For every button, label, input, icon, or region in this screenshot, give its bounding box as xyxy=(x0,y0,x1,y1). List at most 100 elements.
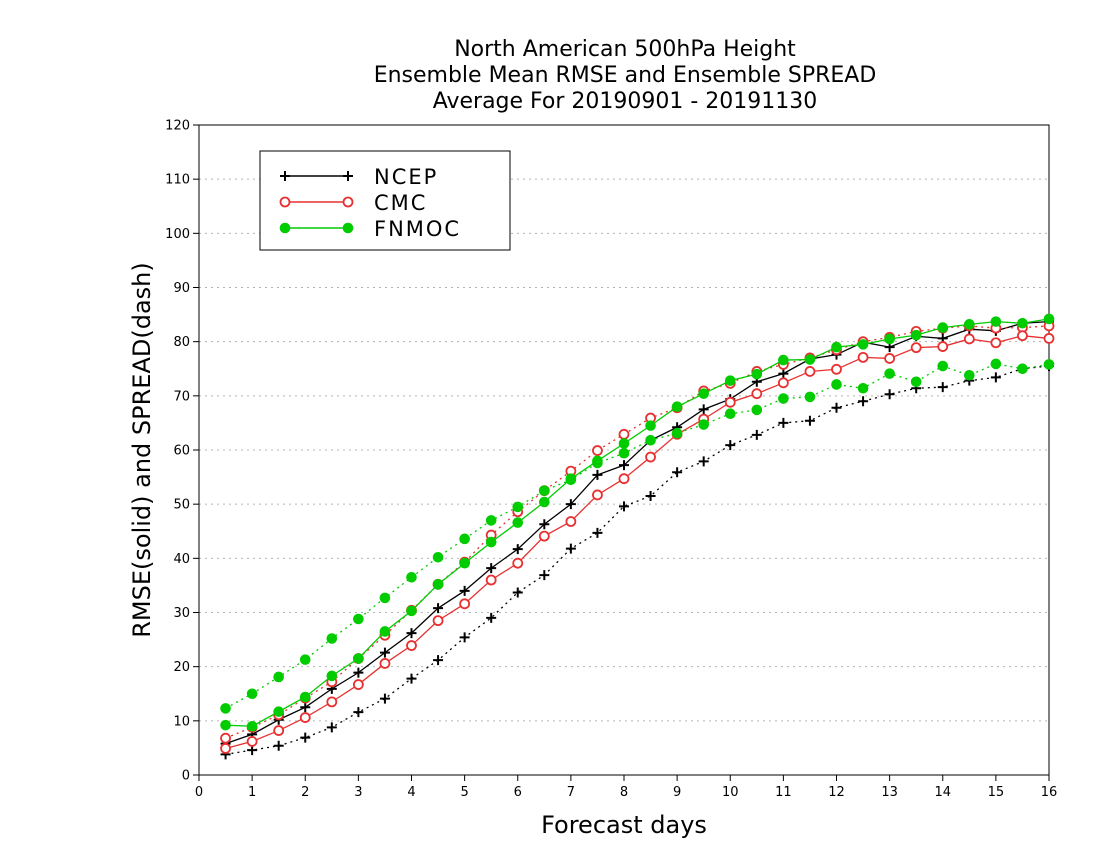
rmse-point xyxy=(432,615,444,627)
spread-point xyxy=(459,632,470,643)
rmse-point xyxy=(459,598,471,610)
rmse-point xyxy=(777,377,789,389)
rmse-point xyxy=(300,702,311,713)
rmse-point xyxy=(326,696,338,708)
y-tick-label: 0 xyxy=(182,769,190,784)
legend-label-ncep: NCEP xyxy=(374,165,438,189)
x-tick-label: 8 xyxy=(620,785,628,800)
rmse-point xyxy=(964,319,975,330)
spread-point xyxy=(671,427,683,439)
rmse-point xyxy=(486,563,497,574)
spread-point xyxy=(884,368,895,379)
rmse-point xyxy=(990,337,1002,349)
rmse-point xyxy=(565,516,577,527)
spread-point xyxy=(937,360,949,372)
rmse-point xyxy=(618,438,630,449)
spread-point xyxy=(565,543,576,554)
y-tick-label: 30 xyxy=(173,606,190,621)
spread-point xyxy=(220,732,231,744)
rmse-point xyxy=(645,420,656,431)
rmse-point xyxy=(671,401,683,412)
spread-point xyxy=(724,408,736,420)
spread-line-ncep xyxy=(225,365,1050,756)
rmse-point xyxy=(220,719,231,731)
x-tick-label: 13 xyxy=(881,785,898,800)
rmse-point xyxy=(459,557,470,569)
rmse-point xyxy=(724,375,736,386)
rmse-point xyxy=(406,605,417,617)
spread-point xyxy=(273,671,284,683)
y-axis-label: RMSE(solid) and SPREAD(dash) xyxy=(128,262,156,638)
rmse-point xyxy=(246,720,258,732)
y-tick-label: 40 xyxy=(173,552,190,567)
rmse-point xyxy=(751,368,763,380)
spread-point xyxy=(778,417,789,428)
rmse-point xyxy=(1017,317,1028,329)
x-tick-label: 3 xyxy=(354,785,362,800)
spread-point xyxy=(751,429,762,440)
x-tick-label: 5 xyxy=(460,785,468,800)
y-tick-label: 50 xyxy=(173,498,190,513)
spread-point xyxy=(353,613,364,625)
rmse-point xyxy=(910,342,922,354)
series-group xyxy=(220,313,1055,760)
rmse-point xyxy=(379,647,390,658)
spread-point xyxy=(778,393,789,404)
rmse-point xyxy=(220,743,231,754)
rmse-point xyxy=(433,603,444,614)
x-tick-label: 10 xyxy=(722,785,739,800)
spread-point xyxy=(804,415,815,426)
rmse-point xyxy=(485,536,497,548)
rmse-point xyxy=(1043,313,1055,325)
spread-point xyxy=(937,382,948,393)
spread-point xyxy=(964,369,975,381)
spread-point xyxy=(512,587,523,598)
rmse-line-ncep xyxy=(225,320,1050,745)
spread-point xyxy=(406,571,417,583)
rmse-point xyxy=(273,725,285,736)
rmse-point xyxy=(512,544,523,555)
rmse-point xyxy=(406,628,417,639)
spread-point xyxy=(353,707,364,718)
rmse-point xyxy=(352,679,364,690)
y-tick-label: 60 xyxy=(173,444,190,459)
spread-point xyxy=(459,533,470,545)
rmse-point xyxy=(884,333,895,345)
rmse-point xyxy=(592,455,603,467)
legend-marker xyxy=(342,196,354,208)
spread-point xyxy=(858,396,869,407)
legend-marker xyxy=(342,222,354,234)
series-cmc xyxy=(220,320,1055,754)
chart-title-line-2: Ensemble Mean RMSE and Ensemble SPREAD xyxy=(373,63,877,88)
spread-point xyxy=(539,570,550,581)
spread-point xyxy=(645,491,656,502)
rmse-point xyxy=(645,451,656,463)
x-tick-label: 12 xyxy=(828,785,845,800)
rmse-point xyxy=(379,658,391,669)
grid-lines xyxy=(199,178,1049,722)
rmse-point xyxy=(831,341,842,353)
legend-marker xyxy=(280,171,290,181)
x-tick-label: 14 xyxy=(934,785,951,800)
rmse-point xyxy=(804,366,816,377)
rmse-point xyxy=(857,351,869,363)
rmse-point xyxy=(353,653,364,664)
spread-point xyxy=(910,376,922,388)
spread-point xyxy=(512,501,524,513)
spread-point xyxy=(831,402,842,413)
spread-point xyxy=(300,732,311,743)
rmse-point xyxy=(990,316,1002,327)
legend-box xyxy=(259,150,511,251)
rmse-point xyxy=(698,404,709,415)
rmse-point xyxy=(724,396,736,408)
y-tick-label: 70 xyxy=(173,389,190,404)
spread-point xyxy=(433,655,444,666)
x-tick-label: 0 xyxy=(195,785,203,800)
spread-point xyxy=(831,379,842,390)
rmse-point xyxy=(618,473,630,485)
rmse-point xyxy=(778,368,789,379)
spread-point xyxy=(751,404,763,416)
spread-point xyxy=(990,372,1001,383)
